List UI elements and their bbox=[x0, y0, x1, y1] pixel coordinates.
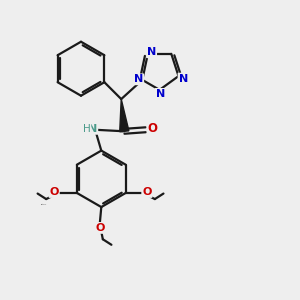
Text: O: O bbox=[142, 187, 152, 197]
Text: H: H bbox=[83, 124, 90, 134]
Text: O: O bbox=[50, 187, 59, 197]
Polygon shape bbox=[120, 99, 129, 132]
Text: N: N bbox=[178, 74, 188, 84]
Text: O: O bbox=[148, 122, 158, 135]
Text: N: N bbox=[147, 47, 156, 57]
Text: O: O bbox=[95, 223, 104, 233]
Text: N: N bbox=[156, 89, 165, 99]
Text: methoxy: methoxy bbox=[40, 203, 47, 205]
Text: N: N bbox=[88, 124, 97, 134]
Text: N: N bbox=[134, 74, 143, 84]
